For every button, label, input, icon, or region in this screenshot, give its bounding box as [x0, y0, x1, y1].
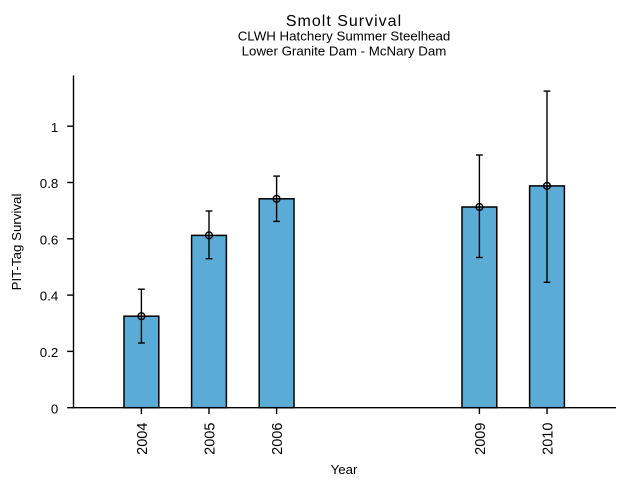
svg-text:2009: 2009 [473, 423, 489, 455]
svg-text:Year: Year [331, 462, 358, 477]
svg-text:2006: 2006 [270, 423, 286, 455]
svg-text:0.2: 0.2 [40, 345, 59, 360]
svg-text:PIT-Tag Survival: PIT-Tag Survival [9, 194, 24, 291]
svg-text:2005: 2005 [203, 423, 219, 455]
svg-text:0: 0 [51, 401, 58, 416]
svg-text:2004: 2004 [135, 423, 151, 455]
svg-text:0.8: 0.8 [40, 176, 59, 191]
svg-text:0.4: 0.4 [40, 289, 59, 304]
svg-text:1: 1 [51, 120, 58, 135]
svg-text:0.6: 0.6 [40, 232, 59, 247]
svg-text:2010: 2010 [541, 423, 557, 455]
svg-text:Smolt Survival: Smolt Survival [286, 13, 402, 30]
svg-text:CLWH Hatchery Summer Steelhead: CLWH Hatchery Summer Steelhead [238, 29, 451, 44]
svg-text:Lower Granite Dam - McNary Dam: Lower Granite Dam - McNary Dam [242, 44, 447, 59]
